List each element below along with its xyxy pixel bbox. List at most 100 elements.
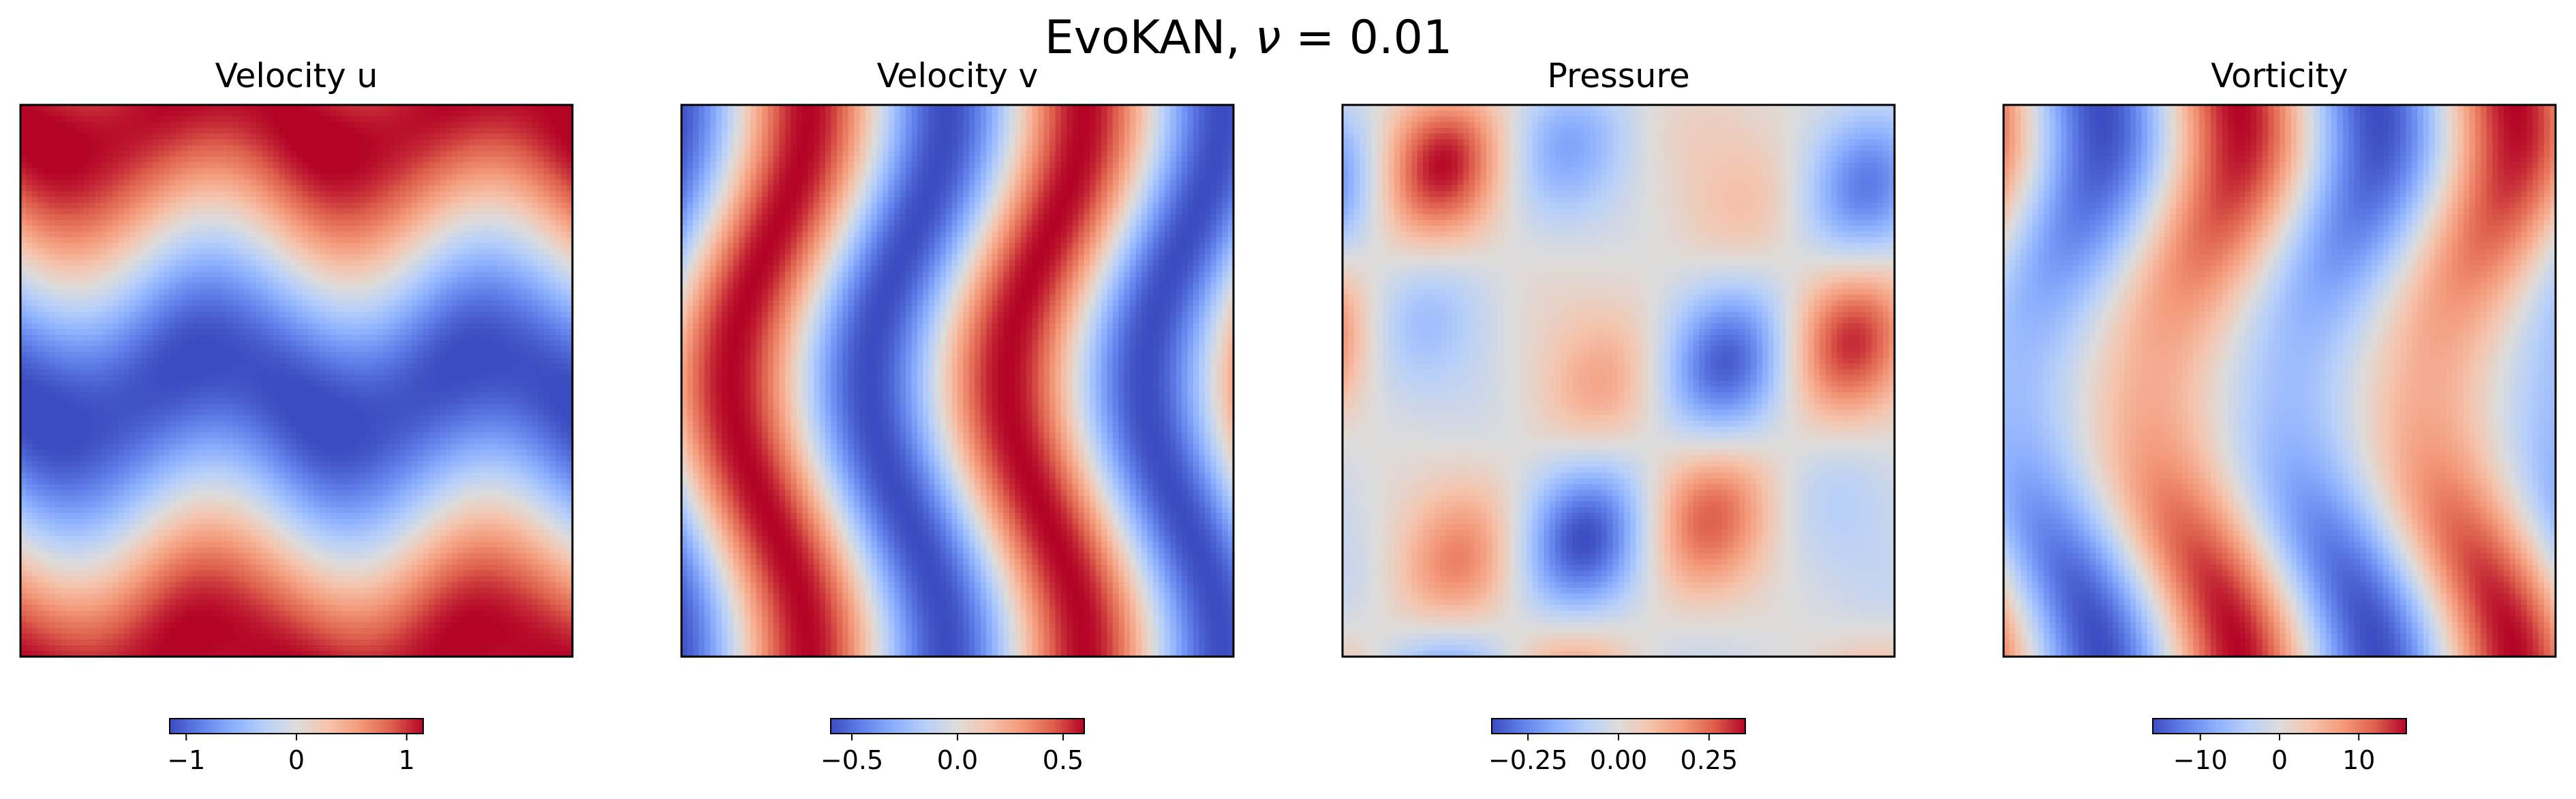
heatmap-cell bbox=[279, 162, 286, 168]
heatmap-cell bbox=[302, 151, 308, 157]
heatmap-cell bbox=[469, 134, 475, 140]
heatmap-cell bbox=[354, 145, 360, 151]
heatmap-cell bbox=[400, 140, 406, 146]
heatmap-cell bbox=[164, 145, 170, 151]
heatmap-cell bbox=[279, 128, 286, 134]
heatmap-cell bbox=[412, 134, 418, 140]
heatmap-cell bbox=[216, 116, 222, 123]
heatmap-cell bbox=[561, 145, 567, 151]
heatmap-cell bbox=[377, 134, 383, 140]
heatmap-cell bbox=[72, 134, 78, 140]
heatmap-cell bbox=[199, 110, 205, 116]
heatmap-cell bbox=[55, 128, 61, 134]
heatmap-cell bbox=[221, 134, 228, 140]
heatmap-cell bbox=[26, 145, 32, 151]
heatmap-cell bbox=[228, 110, 234, 116]
heatmap-cell bbox=[72, 140, 78, 146]
heatmap-cell bbox=[435, 128, 441, 134]
heatmap-cell bbox=[446, 145, 452, 151]
heatmap-cell bbox=[348, 157, 354, 163]
heatmap-cell bbox=[193, 128, 199, 134]
heatmap-cell bbox=[199, 157, 205, 163]
heatmap-cell bbox=[153, 151, 159, 157]
heatmap-cell bbox=[26, 116, 32, 123]
heatmap-cell bbox=[49, 151, 55, 157]
heatmap-cell bbox=[492, 122, 498, 128]
heatmap-cell bbox=[549, 157, 555, 163]
heatmap-cell bbox=[72, 110, 78, 116]
heatmap-cell bbox=[67, 116, 73, 123]
heatmap-cell bbox=[417, 128, 423, 134]
heatmap-cell bbox=[388, 122, 395, 128]
heatmap-cell bbox=[486, 140, 492, 146]
heatmap-cell bbox=[544, 128, 550, 134]
heatmap-cell bbox=[136, 162, 142, 168]
heatmap-cell bbox=[129, 122, 136, 128]
heatmap-cell bbox=[302, 157, 308, 163]
heatmap-cell bbox=[273, 162, 279, 168]
heatmap-cell bbox=[256, 134, 262, 140]
heatmap-cell bbox=[544, 140, 550, 146]
heatmap-cell bbox=[32, 110, 38, 116]
heatmap-cell bbox=[181, 128, 187, 134]
heatmap-cell bbox=[239, 157, 245, 163]
heatmap-cell bbox=[101, 122, 107, 128]
heatmap-cell bbox=[251, 110, 257, 116]
heatmap-cell bbox=[199, 116, 205, 123]
heatmap-cell bbox=[49, 145, 55, 151]
heatmap-cell bbox=[118, 157, 124, 163]
heatmap-cell bbox=[89, 110, 95, 116]
heatmap-cell bbox=[136, 134, 142, 140]
heatmap-cell bbox=[37, 151, 44, 157]
heatmap-cell bbox=[84, 145, 90, 151]
heatmap-cell bbox=[233, 122, 239, 128]
heatmap-cell bbox=[313, 122, 320, 128]
heatmap-cell bbox=[187, 128, 194, 134]
heatmap-cell bbox=[153, 140, 159, 146]
heatmap-cell bbox=[527, 122, 533, 128]
heatmap-cell bbox=[475, 134, 481, 140]
heatmap-cell bbox=[262, 162, 268, 168]
heatmap-cell bbox=[204, 110, 211, 116]
heatmap-cell bbox=[245, 116, 251, 123]
heatmap-cell bbox=[72, 122, 78, 128]
heatmap-cell bbox=[348, 151, 354, 157]
heatmap-cell bbox=[555, 157, 562, 163]
heatmap-cell bbox=[302, 162, 308, 168]
heatmap-cell bbox=[549, 151, 555, 157]
heatmap-cell bbox=[544, 134, 550, 140]
heatmap-cell bbox=[313, 145, 320, 151]
heatmap-cell bbox=[435, 116, 441, 123]
heatmap-cell bbox=[26, 151, 32, 157]
heatmap-cell bbox=[509, 134, 515, 140]
heatmap-cell bbox=[296, 162, 303, 168]
heatmap-cell bbox=[107, 134, 113, 140]
heatmap-cell bbox=[405, 134, 412, 140]
heatmap-cell bbox=[239, 110, 245, 116]
heatmap-cell bbox=[32, 134, 38, 140]
heatmap-cell bbox=[251, 122, 257, 128]
heatmap-cell bbox=[129, 157, 136, 163]
heatmap-cell bbox=[475, 122, 481, 128]
heatmap-cell bbox=[549, 145, 555, 151]
heatmap-cell bbox=[497, 128, 504, 134]
heatmap-cell bbox=[440, 134, 446, 140]
heatmap-cell bbox=[210, 134, 216, 140]
heatmap-cell bbox=[492, 151, 498, 157]
heatmap-cell bbox=[527, 134, 533, 140]
heatmap-cell bbox=[210, 145, 216, 151]
heatmap-cell bbox=[233, 145, 239, 151]
heatmap-cell bbox=[383, 122, 389, 128]
heatmap-cell bbox=[497, 110, 504, 116]
heatmap-cell bbox=[256, 168, 262, 174]
heatmap-cell bbox=[365, 145, 371, 151]
heatmap-cell bbox=[285, 110, 291, 116]
heatmap-cell bbox=[89, 134, 95, 140]
heatmap-cell bbox=[136, 122, 142, 128]
heatmap-cell bbox=[204, 157, 211, 163]
heatmap-cell bbox=[521, 122, 527, 128]
heatmap-cell bbox=[239, 145, 245, 151]
heatmap-cell bbox=[302, 140, 308, 146]
heatmap-cell bbox=[199, 140, 205, 146]
heatmap-cell bbox=[101, 116, 107, 123]
